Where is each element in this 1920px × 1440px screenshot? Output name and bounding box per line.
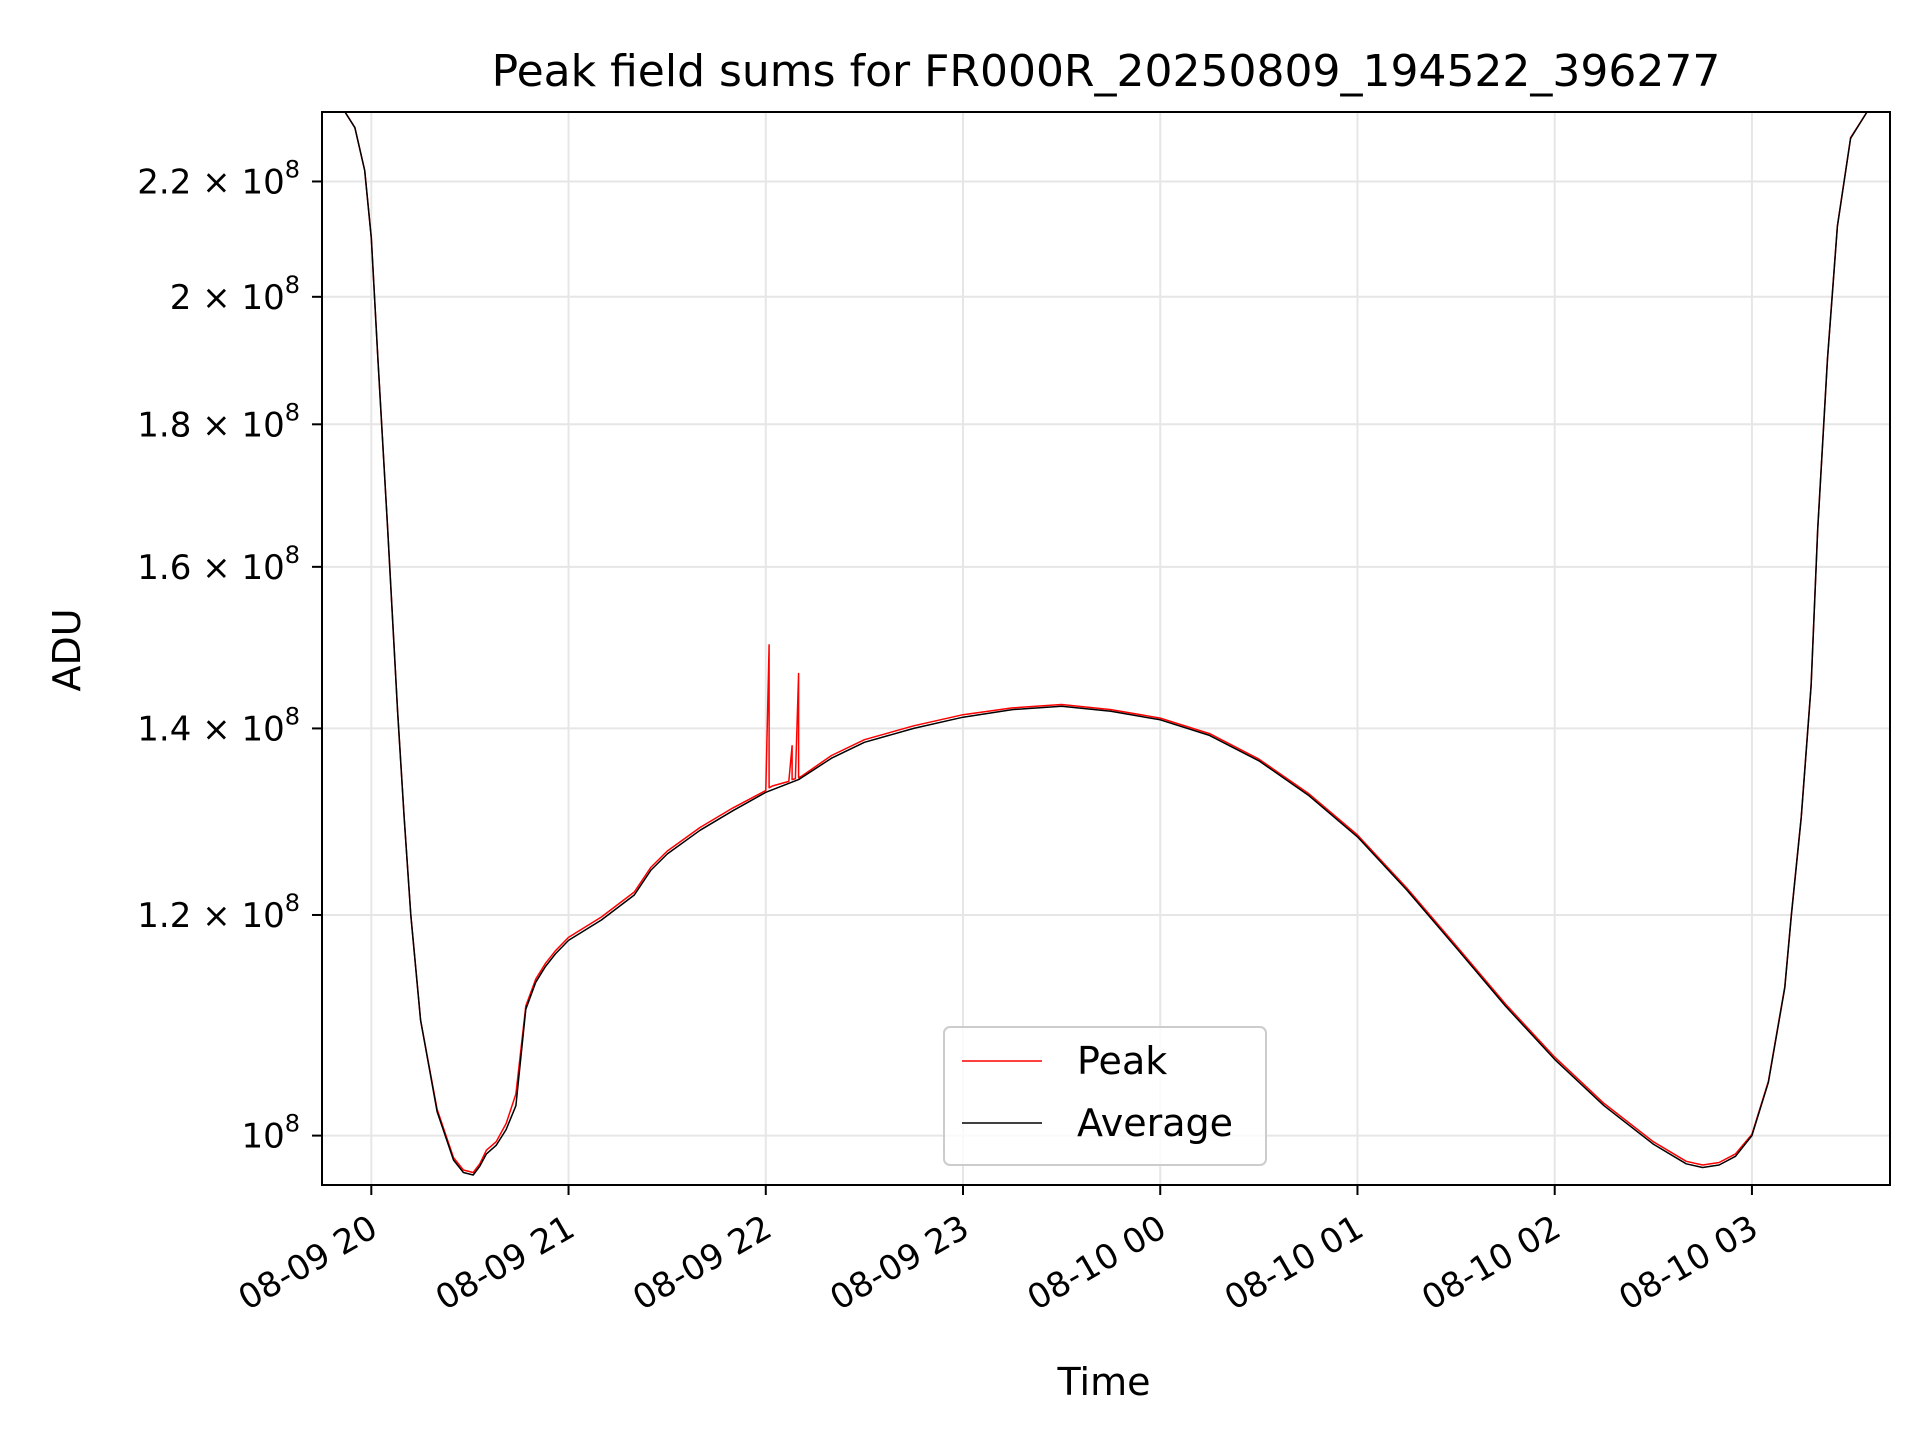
plot-frame xyxy=(321,111,1891,1186)
y-axis-ticks: 108 1.2 × 108 1.4 × 108 1.6 × 108 1.8 × 108 2… xyxy=(137,155,322,1157)
x-axis-label: Time xyxy=(1057,1360,1151,1404)
grid xyxy=(322,112,1890,1185)
y-tick-label: 1.4 × 108 xyxy=(137,702,300,749)
y-tick-label: 2.2 × 108 xyxy=(137,155,300,202)
y-axis-label: ADU xyxy=(45,608,89,691)
y-tick-label: 2 × 108 xyxy=(170,271,300,318)
series-lines xyxy=(322,112,1890,1176)
legend: Peak Average xyxy=(943,1026,1267,1166)
chart-title: Peak field sums for FR000R_20250809_1945… xyxy=(492,46,1721,97)
average-series-line xyxy=(322,112,1890,1176)
y-tick-label: 108 xyxy=(241,1110,300,1157)
peak-series-line xyxy=(322,112,1890,1174)
legend-peak-label: Peak xyxy=(1077,1039,1167,1083)
legend-average-label: Average xyxy=(1077,1101,1233,1145)
y-tick-label: 1.2 × 108 xyxy=(137,889,300,936)
y-tick-label: 1.8 × 108 xyxy=(137,398,300,445)
y-tick-label: 1.6 × 108 xyxy=(137,541,300,588)
